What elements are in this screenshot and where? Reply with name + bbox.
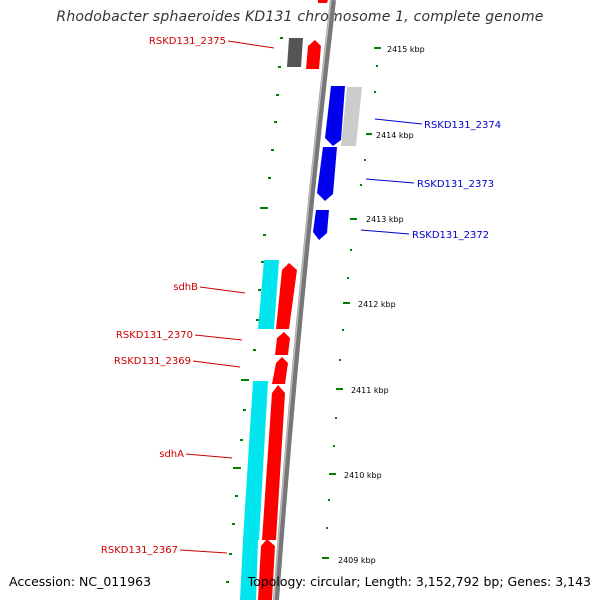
gene-arrow-reverse[interactable]: [325, 86, 345, 146]
gene-arrow-forward[interactable]: [262, 385, 285, 540]
gene-label[interactable]: RSKD131_2372: [412, 230, 489, 241]
leader-line: [179, 549, 228, 554]
scale-tick-label: 2412 kbp: [358, 300, 396, 309]
gene-arrow-gray[interactable]: [341, 87, 362, 146]
leader-line: [374, 118, 423, 125]
gene-features[interactable]: [240, 0, 362, 600]
gene-arrow-reverse[interactable]: [313, 210, 329, 240]
topology-text: Topology: circular; Length: 3,152,792 bp…: [247, 574, 591, 589]
leader-line: [192, 360, 241, 368]
gene-label[interactable]: RSKD131_2367: [101, 545, 178, 556]
leader-line: [365, 178, 415, 184]
inner-tick-ring: [226, 37, 283, 583]
gene-arrow-forward[interactable]: [275, 332, 290, 355]
genome-backbone-highlight: [273, 0, 332, 600]
scale-tick-label: 2409 kbp: [338, 556, 376, 565]
gene-arrow-forward[interactable]: [272, 357, 288, 384]
leader-line: [194, 334, 243, 341]
genome-backbone: [273, 0, 336, 600]
outer-tick-ring: [321, 47, 381, 586]
gene-label[interactable]: RSKD131_2374: [424, 120, 501, 131]
leader-line: [199, 286, 246, 294]
accession-text: Accession: NC_011963: [9, 574, 152, 589]
gene-arrow-reverse[interactable]: [317, 147, 337, 201]
gene-arrow-forward[interactable]: [318, 0, 328, 3]
leader-line: [227, 40, 275, 49]
scale-tick-label: 2415 kbp: [387, 45, 425, 54]
scale-tick-label: 2410 kbp: [344, 471, 382, 480]
gene-label[interactable]: RSKD131_2375: [149, 36, 226, 47]
gene-label[interactable]: RSKD131_2370: [116, 330, 193, 341]
gene-arrow-cyan[interactable]: [258, 260, 279, 329]
gene-arrow-forward[interactable]: [306, 40, 321, 69]
gene-arrow-forward[interactable]: [258, 539, 275, 600]
leader-line: [185, 453, 233, 459]
leader-line: [360, 229, 410, 235]
gene-label[interactable]: RSKD131_2373: [417, 179, 494, 190]
scale-tick-label: 2413 kbp: [366, 215, 404, 224]
gene-label[interactable]: sdhA: [159, 449, 184, 460]
gene-label[interactable]: sdhB: [173, 282, 198, 293]
gene-name-labels[interactable]: RSKD131_2375 RSKD131_2374 RSKD131_2373 R…: [101, 36, 501, 556]
gene-arrow-forward[interactable]: [276, 263, 297, 329]
map-title: Rhodobacter sphaeroides KD131 chromosome…: [56, 9, 544, 25]
gene-label[interactable]: RSKD131_2369: [114, 356, 191, 367]
scale-labels: 2415 kbp 2414 kbp 2413 kbp 2412 kbp 2411…: [338, 45, 425, 565]
gene-arrow-cyan[interactable]: [240, 540, 258, 600]
scale-tick-label: 2414 kbp: [376, 131, 414, 140]
scale-tick-label: 2411 kbp: [351, 386, 389, 395]
leader-lines: [179, 40, 423, 554]
gene-arrow-cyan[interactable]: [243, 381, 268, 540]
gene-arrow-pseudo[interactable]: [287, 38, 303, 67]
